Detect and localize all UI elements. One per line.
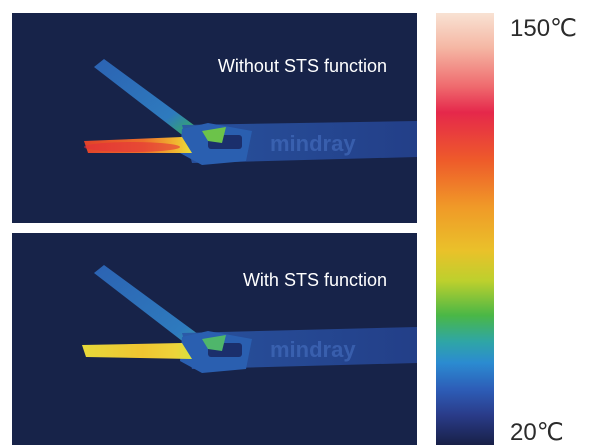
panel-caption: Without STS function — [217, 56, 387, 76]
thermal-image-with-sts: mindray With STS function — [12, 233, 417, 445]
panel-caption: With STS function — [242, 270, 387, 290]
thermal-image-without-sts: mindray Without STS function — [12, 13, 417, 223]
brand-watermark: mindray — [270, 131, 356, 156]
thermal-instrument-illustration: mindray — [84, 59, 417, 165]
scale-max-label: 150℃ — [510, 15, 577, 42]
thermal-instrument-illustration: mindray — [82, 265, 417, 373]
temperature-color-scale — [436, 13, 494, 445]
scale-min-label: 20℃ — [510, 419, 564, 446]
brand-watermark: mindray — [270, 337, 356, 362]
